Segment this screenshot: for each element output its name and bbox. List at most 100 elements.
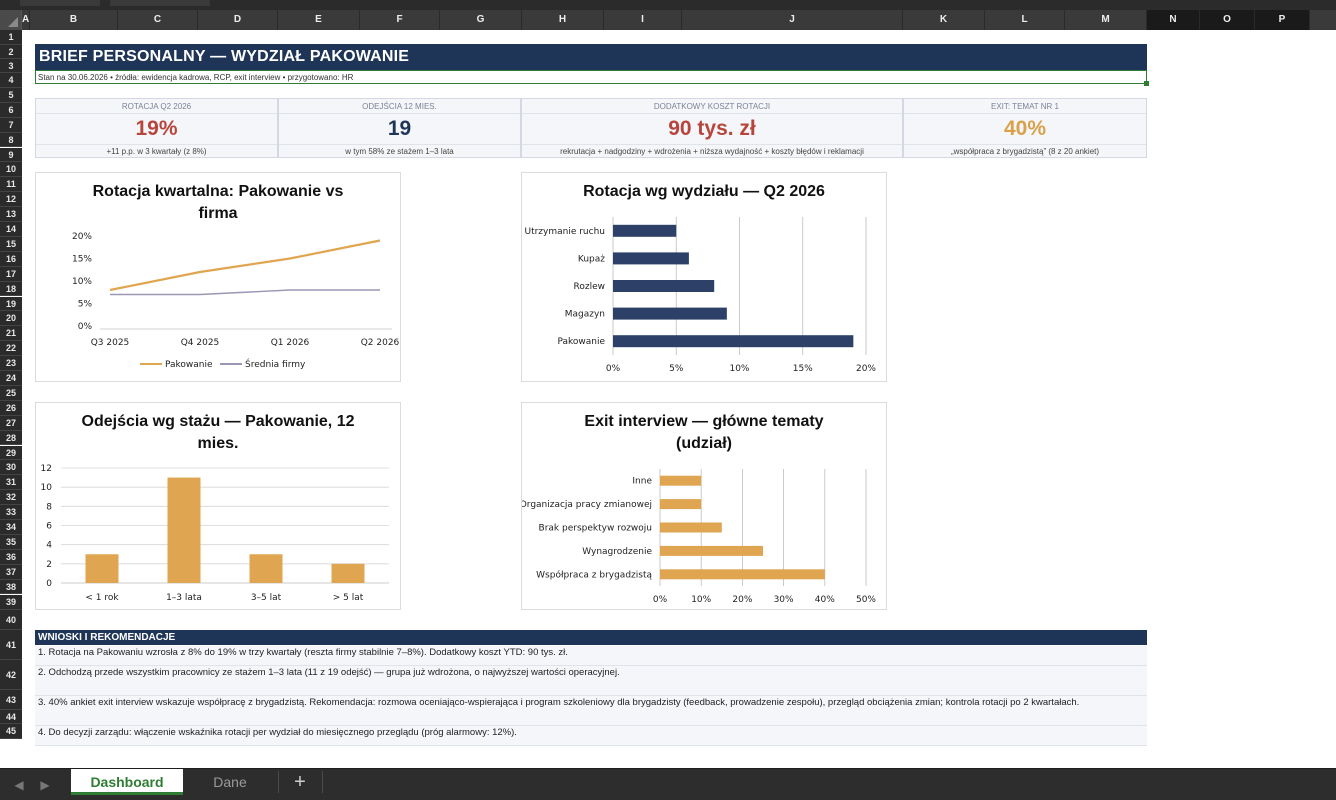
column-header-e[interactable]: E [278, 10, 360, 30]
row-header-13[interactable]: 13 [0, 207, 22, 222]
row-header-6[interactable]: 6 [0, 102, 22, 118]
chevron-right-icon[interactable]: ▶ [40, 778, 50, 792]
x-tick-label: > 5 lat [333, 593, 364, 603]
row-header-16[interactable]: 16 [0, 251, 22, 267]
row-header-11[interactable]: 11 [0, 177, 22, 193]
row-header-42[interactable]: 42 [0, 659, 22, 690]
kpi-value: 40% [1003, 117, 1047, 140]
column-header-j[interactable]: J [682, 10, 903, 30]
row-header-30[interactable]: 30 [0, 460, 22, 476]
row-header-1[interactable]: 1 [0, 30, 22, 45]
chart-rotation-quarterly[interactable]: Rotacja kwartalna: Pakowanie vs firma 0%… [35, 172, 401, 382]
row-header-33[interactable]: 33 [0, 505, 22, 520]
kpi-label: EXIT: TEMAT NR 1 [904, 99, 1146, 114]
x-tick-label: Q4 2025 [181, 338, 220, 348]
row-header-12[interactable]: 12 [0, 192, 22, 208]
bar [85, 554, 119, 583]
column-header-c[interactable]: C [118, 10, 198, 30]
row-header-2[interactable]: 2 [0, 44, 22, 59]
row-header-37[interactable]: 37 [0, 564, 22, 580]
sheet-tab-dashboard[interactable]: Dashboard [71, 769, 183, 795]
chart-title: Rotacja wg wydziału — Q2 2026 [583, 183, 825, 200]
row-header-8[interactable]: 8 [0, 132, 22, 148]
column-header-d[interactable]: D [198, 10, 278, 30]
column-header-f[interactable]: F [360, 10, 440, 30]
row-header-15[interactable]: 15 [0, 236, 22, 252]
y-tick-label: 0% [78, 322, 93, 332]
conclusion-item[interactable]: 4. Do decyzji zarządu: włączenie wskaźni… [35, 726, 1147, 746]
row-header-18[interactable]: 18 [0, 281, 22, 297]
chart-departures-by-tenure[interactable]: Odejścia wg stażu — Pakowanie, 12 mies. … [35, 402, 401, 610]
kpi-note: „współpraca z brygadzistą” (8 z 20 ankie… [904, 144, 1146, 158]
bar [613, 307, 727, 320]
page-subtitle-selected-cell[interactable]: Stan na 30.06.2026 • źródła: ewidencja k… [35, 70, 1147, 84]
row-header-38[interactable]: 38 [0, 579, 22, 595]
chart-rotation-by-department[interactable]: Rotacja wg wydziału — Q2 2026 0% 5% 10% 15%… [521, 172, 887, 382]
bar [613, 252, 689, 265]
kpi-card-departures[interactable]: ODEJŚCIA 12 MIES. 19 w tym 58% ze stażem… [278, 98, 521, 158]
sheet-tab-dane[interactable]: Dane [213, 774, 247, 790]
row-header-23[interactable]: 23 [0, 356, 22, 371]
row-header-41[interactable]: 41 [0, 629, 22, 660]
y-tick-label: 5% [78, 300, 93, 310]
row-header-20[interactable]: 20 [0, 311, 22, 327]
x-tick-label: Q2 2026 [361, 338, 400, 348]
column-header-l[interactable]: L [985, 10, 1065, 30]
row-header-17[interactable]: 17 [0, 266, 22, 282]
row-header-7[interactable]: 7 [0, 117, 22, 133]
row-header-40[interactable]: 40 [0, 609, 22, 630]
row-header-24[interactable]: 24 [0, 371, 22, 386]
column-header-a[interactable]: A [22, 10, 30, 30]
chart-exit-interview-topics[interactable]: Exit interview — główne tematy (udział) … [521, 402, 887, 610]
column-header-m[interactable]: M [1065, 10, 1147, 30]
row-header-27[interactable]: 27 [0, 415, 22, 431]
row-header-28[interactable]: 28 [0, 430, 22, 446]
chevron-left-icon[interactable]: ◀ [14, 778, 24, 792]
column-header-o[interactable]: O [1200, 10, 1255, 30]
selection-fill-handle[interactable] [1144, 81, 1149, 86]
conclusion-item[interactable]: 1. Rotacja na Pakowaniu wzrosła z 8% do … [35, 646, 1147, 666]
row-header-36[interactable]: 36 [0, 549, 22, 565]
column-header-n[interactable]: N [1147, 10, 1200, 30]
category-label: Współpraca z brygadzistą [536, 569, 652, 580]
row-header-39[interactable]: 39 [0, 594, 22, 610]
y-tick-label: 0 [46, 579, 52, 589]
kpi-card-cost[interactable]: DODATKOWY KOSZT ROTACJI 90 tys. zł rekru… [521, 98, 903, 158]
conclusions-header[interactable]: WNIOSKI I REKOMENDACJE [35, 630, 1147, 645]
y-tick-label: 15% [72, 255, 92, 265]
row-header-44[interactable]: 44 [0, 709, 22, 725]
row-header-21[interactable]: 21 [0, 326, 22, 342]
row-header-43[interactable]: 43 [0, 689, 22, 710]
kpi-card-exit-topic[interactable]: EXIT: TEMAT NR 1 40% „współpraca z bryga… [903, 98, 1147, 158]
row-header-9[interactable]: 9 [0, 147, 22, 163]
row-header-26[interactable]: 26 [0, 400, 22, 416]
row-header-25[interactable]: 25 [0, 385, 22, 401]
row-header-29[interactable]: 29 [0, 445, 22, 461]
column-header-p[interactable]: P [1255, 10, 1310, 30]
row-header-4[interactable]: 4 [0, 72, 22, 88]
conclusion-item[interactable]: 3. 40% ankiet exit interview wskazuje ws… [35, 696, 1147, 726]
row-header-22[interactable]: 22 [0, 341, 22, 357]
kpi-card-rotation[interactable]: ROTACJA Q2 2026 19% +11 p.p. w 3 kwartał… [35, 98, 278, 158]
select-all-corner[interactable] [0, 10, 22, 30]
row-header-45[interactable]: 45 [0, 724, 22, 740]
row-header-5[interactable]: 5 [0, 87, 22, 103]
column-header-k[interactable]: K [903, 10, 985, 30]
column-header-g[interactable]: G [440, 10, 522, 30]
plus-icon[interactable]: + [294, 771, 306, 793]
conclusion-item[interactable]: 2. Odchodzą przede wszystkim pracownicy … [35, 666, 1147, 696]
row-header-14[interactable]: 14 [0, 222, 22, 237]
row-header-19[interactable]: 19 [0, 296, 22, 312]
row-header-34[interactable]: 34 [0, 520, 22, 535]
row-header-35[interactable]: 35 [0, 534, 22, 550]
column-header-b[interactable]: B [30, 10, 118, 30]
row-header-32[interactable]: 32 [0, 490, 22, 506]
row-header-3[interactable]: 3 [0, 58, 22, 73]
row-header-10[interactable]: 10 [0, 162, 22, 178]
column-header-row [0, 10, 1336, 30]
page-title[interactable]: BRIEF PERSONALNY — WYDZIAŁ PAKOWANIE [35, 44, 1147, 70]
column-header-i[interactable]: I [604, 10, 682, 30]
row-header-31[interactable]: 31 [0, 475, 22, 491]
bar [660, 545, 763, 556]
column-header-h[interactable]: H [522, 10, 604, 30]
